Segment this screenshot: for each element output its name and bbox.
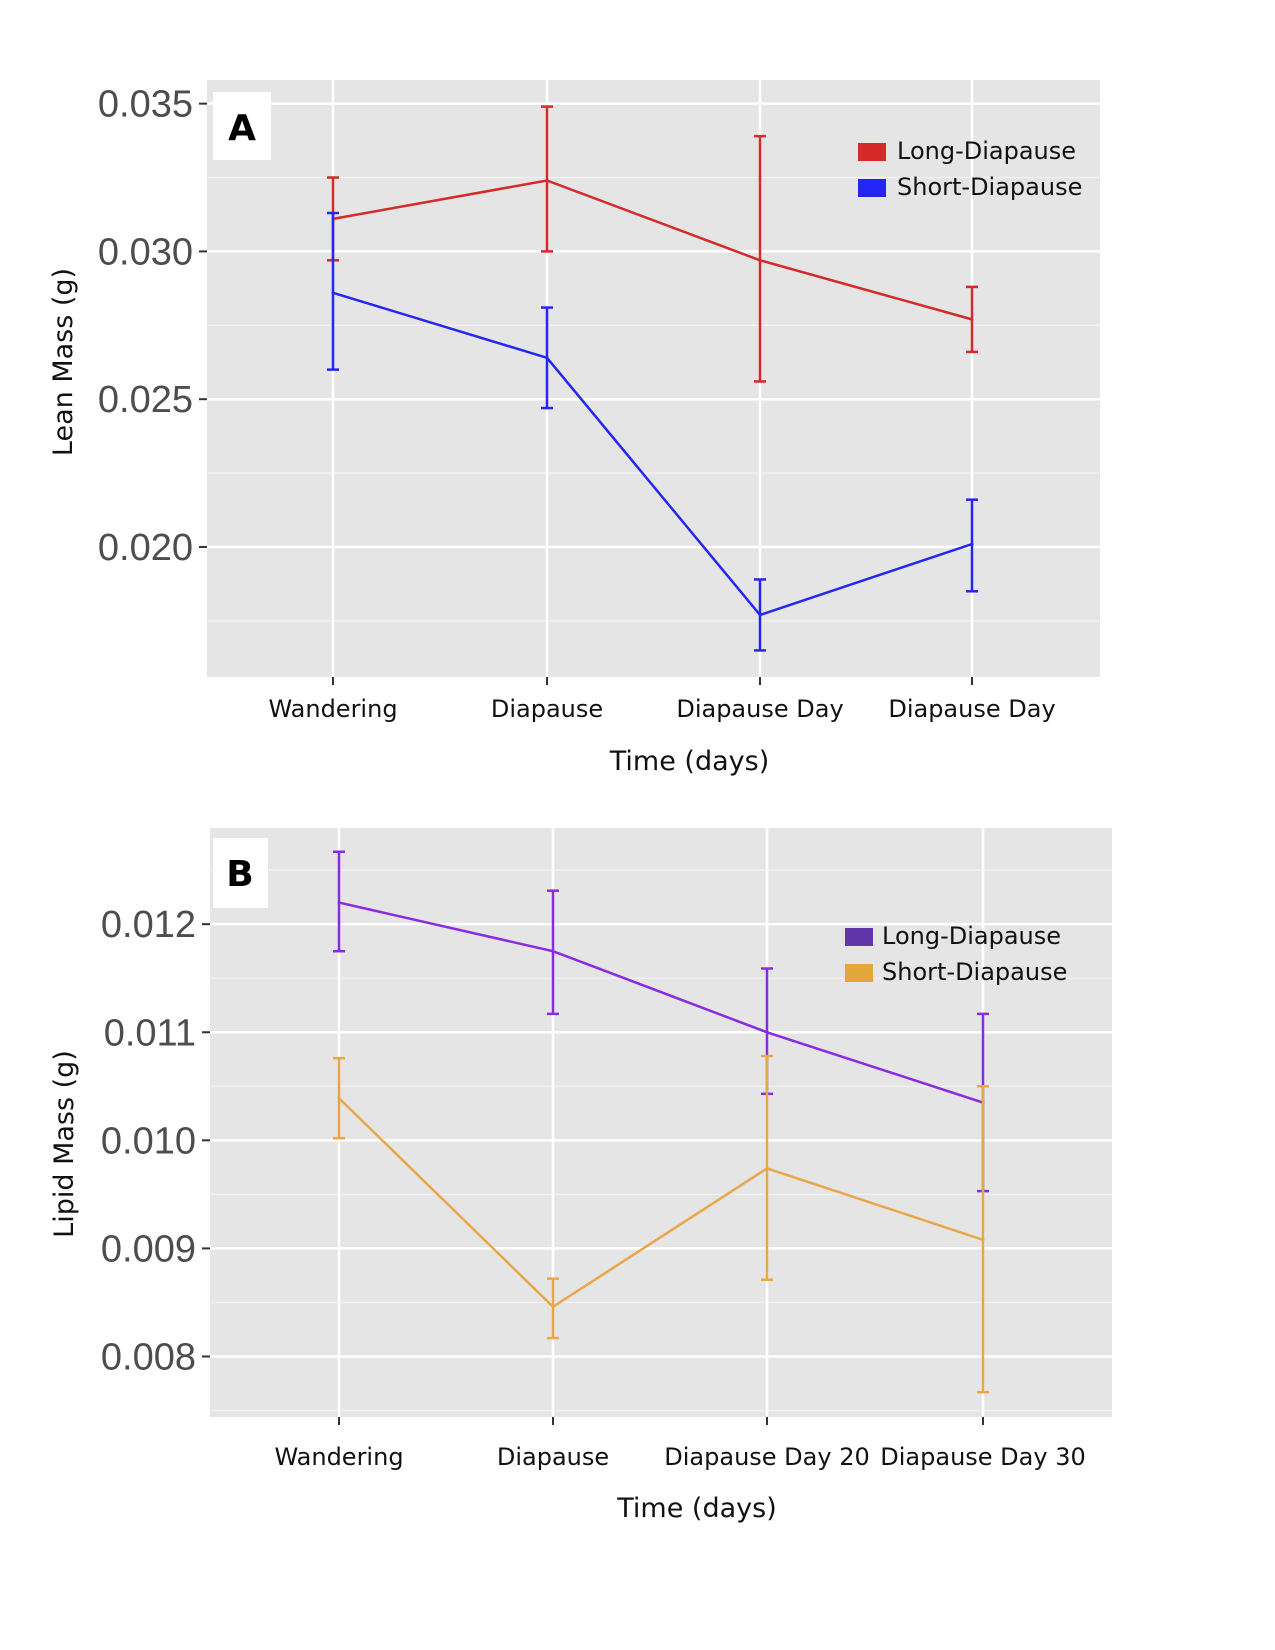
x-tick-label: Diapause Day [676, 695, 843, 723]
data-point [551, 949, 555, 953]
legend-label: Long-Diapause [882, 922, 1061, 950]
panel-a-lean-mass-chart: 0.020 0.025 0.030 0.035 Wandering Diapause Dia… [48, 80, 1100, 777]
data-point [970, 317, 974, 321]
y-tick-label: 0.008 [101, 1336, 196, 1378]
data-point [337, 901, 341, 905]
data-point [331, 291, 335, 295]
y-tick-label: 0.020 [98, 527, 193, 569]
legend-swatch [858, 143, 886, 161]
x-axis-title: Time (days) [616, 1493, 776, 1524]
x-tick-label: Diapause Day 20 [664, 1443, 869, 1471]
series-line-1 [338, 1097, 984, 1309]
y-tick-label: 0.035 [98, 84, 193, 126]
y-tick-label: 0.011 [104, 1012, 196, 1054]
x-tick-label: Wandering [268, 695, 397, 723]
x-tick-label: Wandering [274, 1443, 403, 1471]
series-line-1 [332, 291, 973, 617]
data-point [981, 1238, 985, 1242]
legend-label: Long-Diapause [897, 137, 1076, 165]
data-point [545, 178, 549, 182]
data-point [551, 1305, 555, 1309]
y-tick-label: 0.009 [101, 1228, 196, 1270]
series-line-0 [338, 901, 984, 1104]
data-point [970, 542, 974, 546]
x-tick-label: Diapause [497, 1443, 609, 1471]
plot-background [207, 80, 1100, 677]
y-axis-title: Lean Mass (g) [48, 268, 79, 456]
data-point [758, 258, 762, 262]
panel-label: B [226, 854, 253, 895]
error-bar [547, 1277, 559, 1340]
legend-swatch [858, 179, 886, 197]
panel-b-lipid-mass-chart: 0.008 0.009 0.010 0.011 0.012 Wandering Diapau… [49, 828, 1112, 1524]
legend-swatch [845, 964, 873, 982]
data-point [765, 1030, 769, 1034]
data-point [545, 356, 549, 360]
data-point [758, 613, 762, 617]
legend-swatch [845, 928, 873, 946]
panel-label-box [213, 838, 268, 908]
panel-label: A [228, 108, 256, 149]
plot-background [210, 828, 1112, 1417]
data-point [765, 1166, 769, 1170]
y-tick-label: 0.025 [98, 379, 193, 421]
panel-label-box [213, 92, 271, 160]
x-tick-label: Diapause Day [888, 695, 1055, 723]
data-point [337, 1096, 341, 1100]
x-tick-label: Diapause [491, 695, 603, 723]
legend-label: Short-Diapause [897, 173, 1082, 201]
series-line-0 [332, 179, 973, 321]
y-tick-label: 0.010 [101, 1120, 196, 1162]
y-tick-label: 0.012 [101, 904, 196, 946]
y-axis-title: Lipid Mass (g) [49, 1050, 80, 1238]
y-tick-label: 0.030 [98, 231, 193, 273]
legend-label: Short-Diapause [882, 958, 1067, 986]
x-axis-title: Time (days) [609, 746, 769, 777]
x-tick-label: Diapause Day 30 [880, 1443, 1085, 1471]
